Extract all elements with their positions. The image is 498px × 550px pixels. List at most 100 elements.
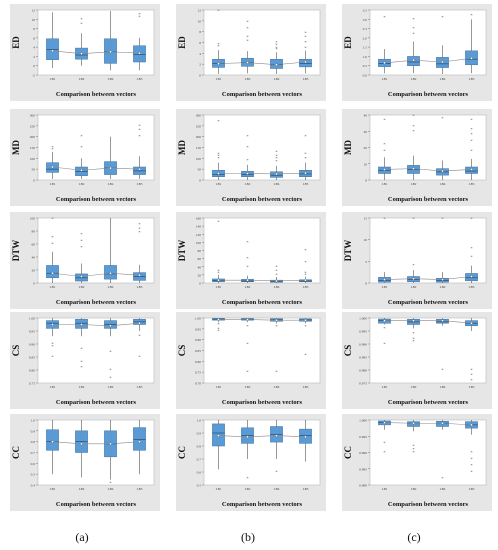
mean-connect-line bbox=[218, 61, 306, 66]
outlier-point: * bbox=[51, 355, 54, 360]
x-tick-label: LB4 bbox=[108, 182, 114, 186]
y-tick-label: 0.75 bbox=[195, 371, 201, 375]
mean-marker bbox=[275, 434, 278, 437]
outlier-point: * bbox=[275, 154, 278, 159]
outlier-point: * bbox=[304, 260, 307, 265]
x-tick-label: LB2 bbox=[245, 182, 251, 186]
mean-marker bbox=[246, 435, 249, 439]
outlier-point: * bbox=[470, 246, 473, 251]
outlier-point: * bbox=[275, 268, 278, 273]
outlier-point: * bbox=[138, 355, 141, 360]
chart-panel-ed-3: 0.0 0.5 1.0 1.5 2.0 2.5 3.0 3.5 ED Comparison bet… bbox=[342, 4, 492, 101]
x-tick-label: LB1 bbox=[50, 182, 56, 186]
box-lb1 bbox=[46, 420, 59, 475]
outlier-point: * bbox=[246, 145, 249, 150]
mean-marker bbox=[470, 275, 473, 278]
mean-marker bbox=[275, 279, 278, 283]
chart-panel-cc-2: 0.5 0.6 0.7 0.8 0.9 1.0 CC Comparison between v… bbox=[176, 414, 326, 511]
y-tick-label: 0.995 bbox=[359, 435, 367, 439]
y-tick-label: 0 bbox=[199, 74, 201, 78]
outlier-point: * bbox=[383, 117, 386, 122]
mean-marker bbox=[412, 277, 415, 280]
outlier-point: * bbox=[246, 38, 249, 43]
x-tick-label: LB1 bbox=[382, 285, 388, 289]
y-axis-label: CC bbox=[343, 446, 353, 459]
x-tick-label: LB1 bbox=[216, 77, 222, 81]
x-tick-label: LB1 bbox=[50, 487, 56, 491]
outlier-point: * bbox=[441, 217, 444, 222]
outlier-point: * bbox=[138, 230, 141, 235]
outlier-point: * bbox=[470, 450, 473, 455]
panel-label-a: (a) bbox=[75, 530, 89, 544]
mean-marker bbox=[470, 423, 473, 427]
y-tick-label: 0.95 bbox=[195, 327, 201, 331]
y-tick-label: 1.0 bbox=[363, 55, 368, 59]
mean-marker bbox=[412, 58, 415, 62]
outlier-point: * bbox=[412, 444, 415, 449]
outlier-point: * bbox=[470, 132, 473, 137]
y-axis-label: MD bbox=[177, 140, 187, 155]
y-tick-label: 100 bbox=[196, 157, 202, 161]
y-tick-label: 0 bbox=[199, 282, 201, 286]
mean-marker bbox=[217, 278, 220, 282]
y-tick-label: 0 bbox=[33, 179, 35, 183]
outlier-point: * bbox=[470, 255, 473, 260]
outlier-point: * bbox=[217, 44, 220, 49]
y-tick-label: 0.90 bbox=[29, 343, 35, 347]
outlier-point: * bbox=[217, 329, 220, 334]
x-tick-label: LB2 bbox=[79, 77, 85, 81]
y-tick-label: 300 bbox=[196, 114, 202, 118]
x-axis-label: Comparison between vectors bbox=[222, 501, 303, 508]
outlier-point: * bbox=[412, 331, 415, 336]
chart-panel-cs-2: 0.70 0.75 0.80 0.85 0.90 0.95 1.00 CS Comparison… bbox=[176, 312, 326, 409]
x-tick-label: LB2 bbox=[411, 77, 417, 81]
y-tick-label: 0.5 bbox=[197, 484, 202, 488]
x-axis-label: Comparison between vectors bbox=[388, 399, 469, 406]
outlier-point: * bbox=[304, 40, 307, 45]
y-tick-label: 0.980 bbox=[359, 369, 367, 373]
y-tick-label: 0.0 bbox=[363, 74, 368, 78]
x-axis-label: Comparison between vectors bbox=[222, 299, 303, 306]
mean-marker bbox=[138, 273, 141, 277]
plot-area bbox=[369, 317, 487, 384]
plot-area bbox=[369, 419, 487, 486]
x-tick-label: LB5 bbox=[137, 77, 143, 81]
y-tick-label: 200 bbox=[196, 135, 202, 139]
chart-panel-md-1: 0 50 100 150 200 250 300 MD Comparison between v… bbox=[10, 109, 160, 206]
y-tick-label: 40 bbox=[364, 114, 368, 118]
outlier-point: * bbox=[470, 13, 473, 18]
y-axis-label: CS bbox=[177, 345, 187, 357]
outlier-point: * bbox=[383, 142, 386, 147]
mean-marker bbox=[51, 440, 54, 443]
outlier-point: * bbox=[304, 30, 307, 35]
x-tick-label: LB2 bbox=[245, 487, 251, 491]
outlier-point: * bbox=[217, 152, 220, 157]
y-tick-label: 80 bbox=[32, 230, 36, 234]
x-tick-label: LB5 bbox=[303, 182, 309, 186]
outlier-point: * bbox=[275, 43, 278, 48]
y-tick-label: 80 bbox=[198, 249, 202, 253]
outlier-point: * bbox=[80, 238, 83, 243]
outlier-point: * bbox=[80, 17, 83, 22]
mean-marker bbox=[138, 321, 141, 325]
y-tick-label: -2 bbox=[32, 74, 35, 78]
y-axis-label: CC bbox=[11, 446, 21, 459]
outlier-point: * bbox=[138, 334, 141, 339]
y-axis-label: CC bbox=[177, 446, 187, 459]
chart-panel-dtw-1: 0 20 40 60 80 100 DTW Comparison between vector… bbox=[10, 212, 160, 309]
outlier-point: * bbox=[217, 268, 220, 273]
outlier-point: * bbox=[470, 463, 473, 468]
x-axis-label: Comparison between vectors bbox=[222, 91, 303, 98]
y-tick-label: 0.995 bbox=[359, 330, 367, 334]
x-tick-label: LB4 bbox=[440, 285, 446, 289]
box-lb2 bbox=[75, 420, 88, 478]
mean-marker bbox=[246, 318, 249, 321]
y-axis-label: ED bbox=[177, 36, 187, 49]
outlier-point: * bbox=[470, 373, 473, 378]
outlier-point: * bbox=[470, 148, 473, 153]
outlier-point: * bbox=[412, 217, 415, 222]
outlier-point: * bbox=[412, 447, 415, 452]
y-tick-label: 1.0 bbox=[197, 419, 202, 423]
outlier-point: * bbox=[246, 476, 249, 481]
y-axis-label: CS bbox=[11, 345, 21, 357]
